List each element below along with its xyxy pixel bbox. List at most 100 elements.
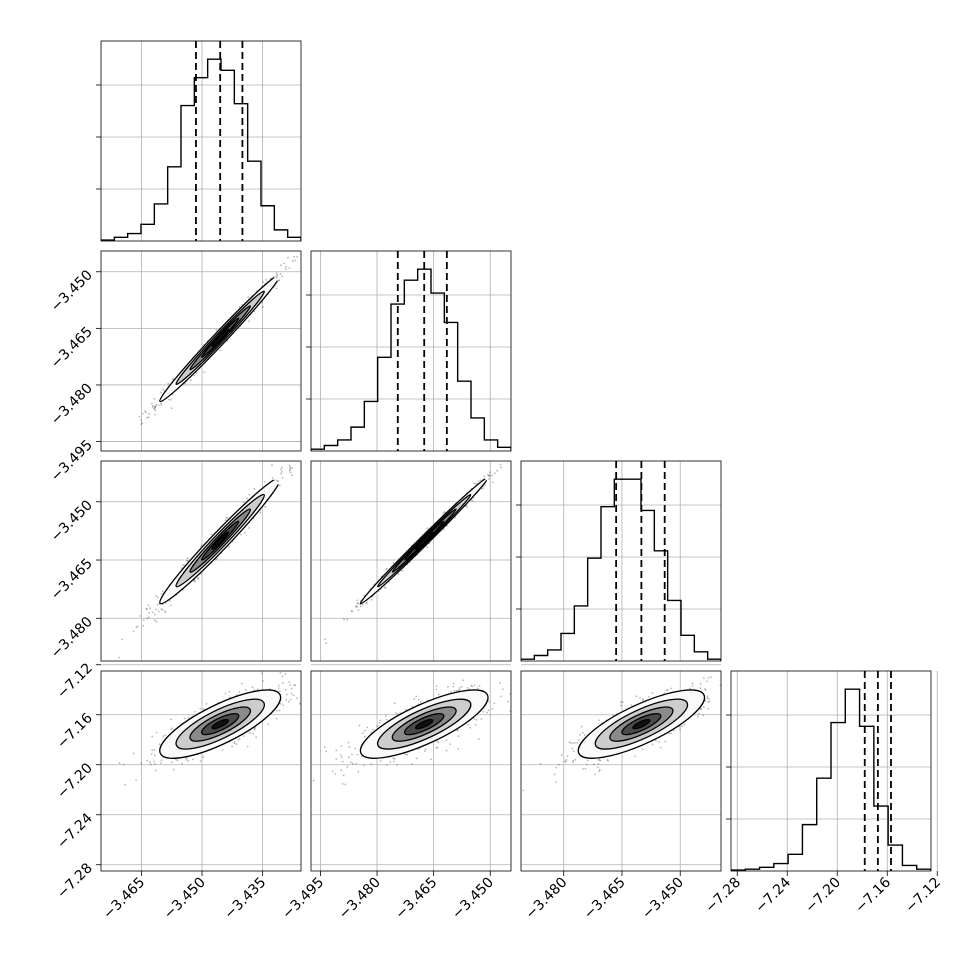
sample-point	[256, 688, 259, 691]
sample-point	[704, 689, 707, 691]
sample-point	[702, 714, 705, 717]
sample-point	[279, 671, 282, 674]
sample-point	[153, 407, 156, 410]
sample-point	[499, 463, 502, 466]
sample-point	[458, 687, 461, 689]
sample-point	[445, 749, 448, 752]
panel-frame	[310, 460, 512, 662]
sample-point	[392, 562, 395, 564]
sample-point	[670, 687, 672, 690]
sample-point	[289, 467, 292, 470]
sample-point	[132, 630, 135, 633]
sample-point	[385, 567, 388, 570]
sample-point	[153, 748, 156, 751]
sample-point	[281, 675, 284, 677]
sample-point	[149, 607, 152, 610]
sample-point	[160, 403, 163, 406]
sample-point	[466, 687, 469, 689]
sample-point	[141, 413, 144, 415]
xtick-label: −3.435	[221, 875, 269, 923]
sample-point	[184, 382, 187, 385]
ytick-label: −3.450	[48, 267, 96, 315]
sample-point	[155, 620, 158, 623]
sample-point	[597, 766, 599, 768]
sample-point	[426, 527, 429, 530]
sample-point	[276, 275, 278, 277]
sample-point	[154, 413, 156, 416]
sample-point	[594, 773, 596, 776]
ytick-label: −3.480	[48, 380, 96, 428]
sample-point	[151, 406, 154, 408]
sample-point	[228, 546, 230, 548]
sample-point	[471, 685, 474, 688]
sample-point	[641, 748, 644, 751]
xtick-label: −3.465	[581, 875, 629, 923]
sample-point	[153, 754, 156, 757]
sample-point	[378, 721, 381, 724]
sample-point	[473, 684, 476, 686]
sample-point	[478, 685, 481, 687]
xtick-label: −7.16	[852, 874, 894, 916]
ytick-label: −3.495	[48, 437, 96, 485]
sample-point	[447, 685, 449, 688]
sample-point	[460, 685, 463, 688]
sample-point	[145, 411, 147, 414]
sample-point	[287, 700, 290, 703]
sample-point	[452, 682, 455, 685]
sample-point	[442, 528, 445, 531]
sample-point	[456, 689, 458, 692]
sample-point	[477, 687, 479, 690]
sample-point	[290, 687, 293, 690]
sample-point	[620, 704, 622, 707]
sample-point	[386, 764, 388, 766]
sample-point	[471, 500, 474, 502]
sample-point	[704, 688, 706, 690]
sample-point	[415, 757, 418, 760]
sample-point	[224, 519, 227, 521]
sample-point	[343, 618, 345, 621]
sample-point	[620, 701, 622, 704]
sample-point	[436, 740, 438, 743]
panel-1-0: −3.495 −3.480 −3.465 −3.450	[48, 249, 309, 485]
sample-point	[293, 684, 296, 686]
sample-point	[419, 701, 422, 703]
sample-point	[154, 405, 157, 407]
sample-point	[724, 703, 726, 705]
sample-point	[488, 478, 490, 480]
sample-point	[426, 546, 428, 549]
ytick-label: −3.465	[48, 324, 96, 372]
sample-point	[437, 741, 440, 744]
sample-point	[700, 708, 702, 711]
sample-point	[153, 408, 156, 410]
sample-point	[658, 741, 660, 743]
sample-point	[294, 259, 296, 262]
sample-point	[260, 672, 263, 675]
sample-point	[573, 750, 575, 753]
sample-point	[599, 759, 602, 762]
sample-point	[411, 763, 414, 765]
sample-point	[283, 262, 286, 265]
sample-point	[356, 753, 359, 756]
sample-point	[487, 709, 490, 712]
sample-point	[553, 773, 556, 776]
sample-point	[124, 784, 127, 786]
sample-point	[363, 735, 366, 738]
sample-point	[501, 688, 504, 691]
sample-point	[397, 573, 400, 575]
sample-point	[175, 758, 177, 761]
sample-point	[264, 505, 267, 508]
sample-point	[406, 753, 408, 756]
sample-point	[342, 774, 345, 777]
sample-point	[253, 728, 256, 731]
sample-point	[199, 760, 202, 762]
sample-point	[160, 608, 163, 610]
sample-point	[307, 251, 309, 253]
histogram-step-line	[731, 688, 931, 871]
sample-point	[306, 249, 308, 251]
sample-point	[122, 763, 125, 766]
sample-point	[708, 700, 711, 703]
sample-point	[621, 701, 624, 703]
sample-point	[280, 468, 282, 471]
sample-point	[482, 710, 485, 713]
sample-point	[155, 595, 157, 597]
